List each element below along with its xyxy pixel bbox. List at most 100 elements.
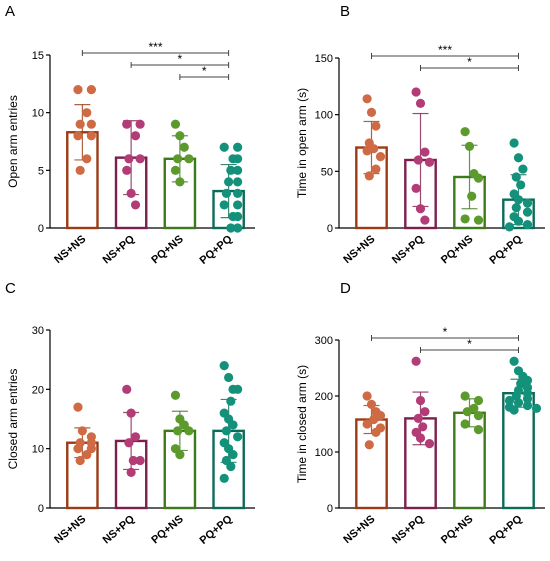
data-point	[460, 391, 470, 401]
data-point	[233, 200, 243, 210]
data-point	[122, 119, 132, 129]
data-point	[462, 407, 472, 417]
data-point	[513, 216, 524, 226]
data-point	[219, 473, 229, 483]
category-label: PQ+NS	[439, 233, 476, 266]
y-tick-label: 50	[321, 166, 333, 178]
data-point	[184, 154, 194, 164]
data-point	[364, 440, 374, 450]
data-point	[411, 87, 421, 97]
data-point	[73, 402, 83, 412]
data-point	[473, 215, 484, 225]
data-point	[175, 131, 185, 141]
y-axis-label: Open arm entries	[6, 95, 20, 188]
data-point	[366, 399, 377, 409]
data-point	[424, 439, 435, 449]
significance-label: *	[202, 64, 207, 78]
data-point	[415, 395, 426, 406]
panel-B: B 0 50 100 150 Time in open arm (s) NS+NS NS+PQ…	[295, 3, 545, 267]
data-point	[124, 438, 134, 448]
data-point	[228, 450, 238, 460]
data-point	[170, 390, 181, 400]
data-point	[228, 420, 238, 430]
data-point	[473, 425, 484, 435]
data-point	[135, 455, 145, 466]
category-label: PQ+NS	[439, 513, 476, 546]
data-point	[179, 142, 189, 152]
data-point	[424, 157, 435, 167]
category-label: NS+NS	[52, 513, 88, 546]
data-point	[418, 422, 428, 432]
data-point	[221, 426, 232, 436]
data-point	[366, 107, 377, 117]
data-point	[86, 119, 96, 129]
data-point	[219, 200, 229, 210]
data-point	[130, 200, 141, 210]
data-point	[135, 119, 145, 129]
data-point	[173, 154, 183, 164]
data-point	[82, 450, 92, 460]
data-point	[362, 94, 372, 104]
category-label: NS+NS	[52, 233, 88, 266]
data-point	[371, 427, 381, 437]
data-point	[126, 408, 136, 418]
y-tick-label: 5	[38, 165, 44, 177]
y-tick-label: 30	[32, 325, 44, 337]
y-tick-label: 300	[315, 335, 333, 347]
category-label: PQ+PQ	[198, 233, 235, 267]
category-label: NS+PQ	[390, 233, 427, 267]
panel-label: B	[340, 3, 350, 20]
data-point	[233, 211, 243, 222]
data-point	[460, 419, 470, 429]
data-point	[415, 433, 426, 443]
category-label: NS+PQ	[101, 513, 138, 547]
data-point	[75, 455, 85, 466]
data-point	[522, 375, 533, 385]
data-point	[420, 215, 430, 225]
data-point	[173, 426, 183, 436]
data-point	[184, 426, 194, 436]
data-point	[226, 223, 236, 233]
y-tick-label: 10	[32, 108, 44, 120]
data-point	[77, 426, 87, 436]
significance-label: ***	[438, 43, 452, 57]
y-tick-label: 20	[32, 384, 44, 396]
data-point	[364, 171, 374, 181]
data-point	[170, 165, 181, 175]
y-tick-label: 0	[38, 503, 44, 515]
category-label: PQ+NS	[149, 233, 186, 266]
data-point	[122, 384, 132, 394]
data-point	[473, 411, 484, 421]
data-point	[73, 85, 83, 95]
category-label: PQ+NS	[149, 513, 186, 546]
data-point	[516, 180, 526, 190]
y-tick-label: 0	[327, 223, 333, 235]
category-label: NS+NS	[341, 233, 377, 266]
data-point	[75, 119, 85, 129]
data-point	[224, 177, 234, 187]
data-point	[73, 444, 83, 454]
data-point	[522, 400, 533, 411]
data-point	[522, 220, 533, 230]
data-point	[233, 223, 243, 233]
data-point	[375, 411, 386, 421]
panel-label: A	[5, 3, 15, 20]
y-axis-label: Time in closed arm (s)	[295, 365, 309, 483]
data-point	[233, 432, 243, 442]
significance-label: *	[467, 55, 472, 69]
data-point	[130, 432, 141, 442]
data-point	[226, 461, 236, 472]
data-point	[362, 391, 372, 401]
category-label: NS+PQ	[390, 513, 427, 547]
data-point	[224, 372, 234, 383]
data-point	[126, 188, 136, 198]
data-point	[415, 98, 426, 108]
y-tick-label: 100	[315, 447, 333, 459]
data-point	[175, 177, 185, 187]
data-point	[513, 153, 524, 163]
significance-label: *	[443, 325, 448, 339]
data-point	[509, 405, 519, 415]
data-point	[415, 204, 426, 214]
data-point	[73, 131, 83, 141]
panel-label: D	[340, 280, 351, 297]
